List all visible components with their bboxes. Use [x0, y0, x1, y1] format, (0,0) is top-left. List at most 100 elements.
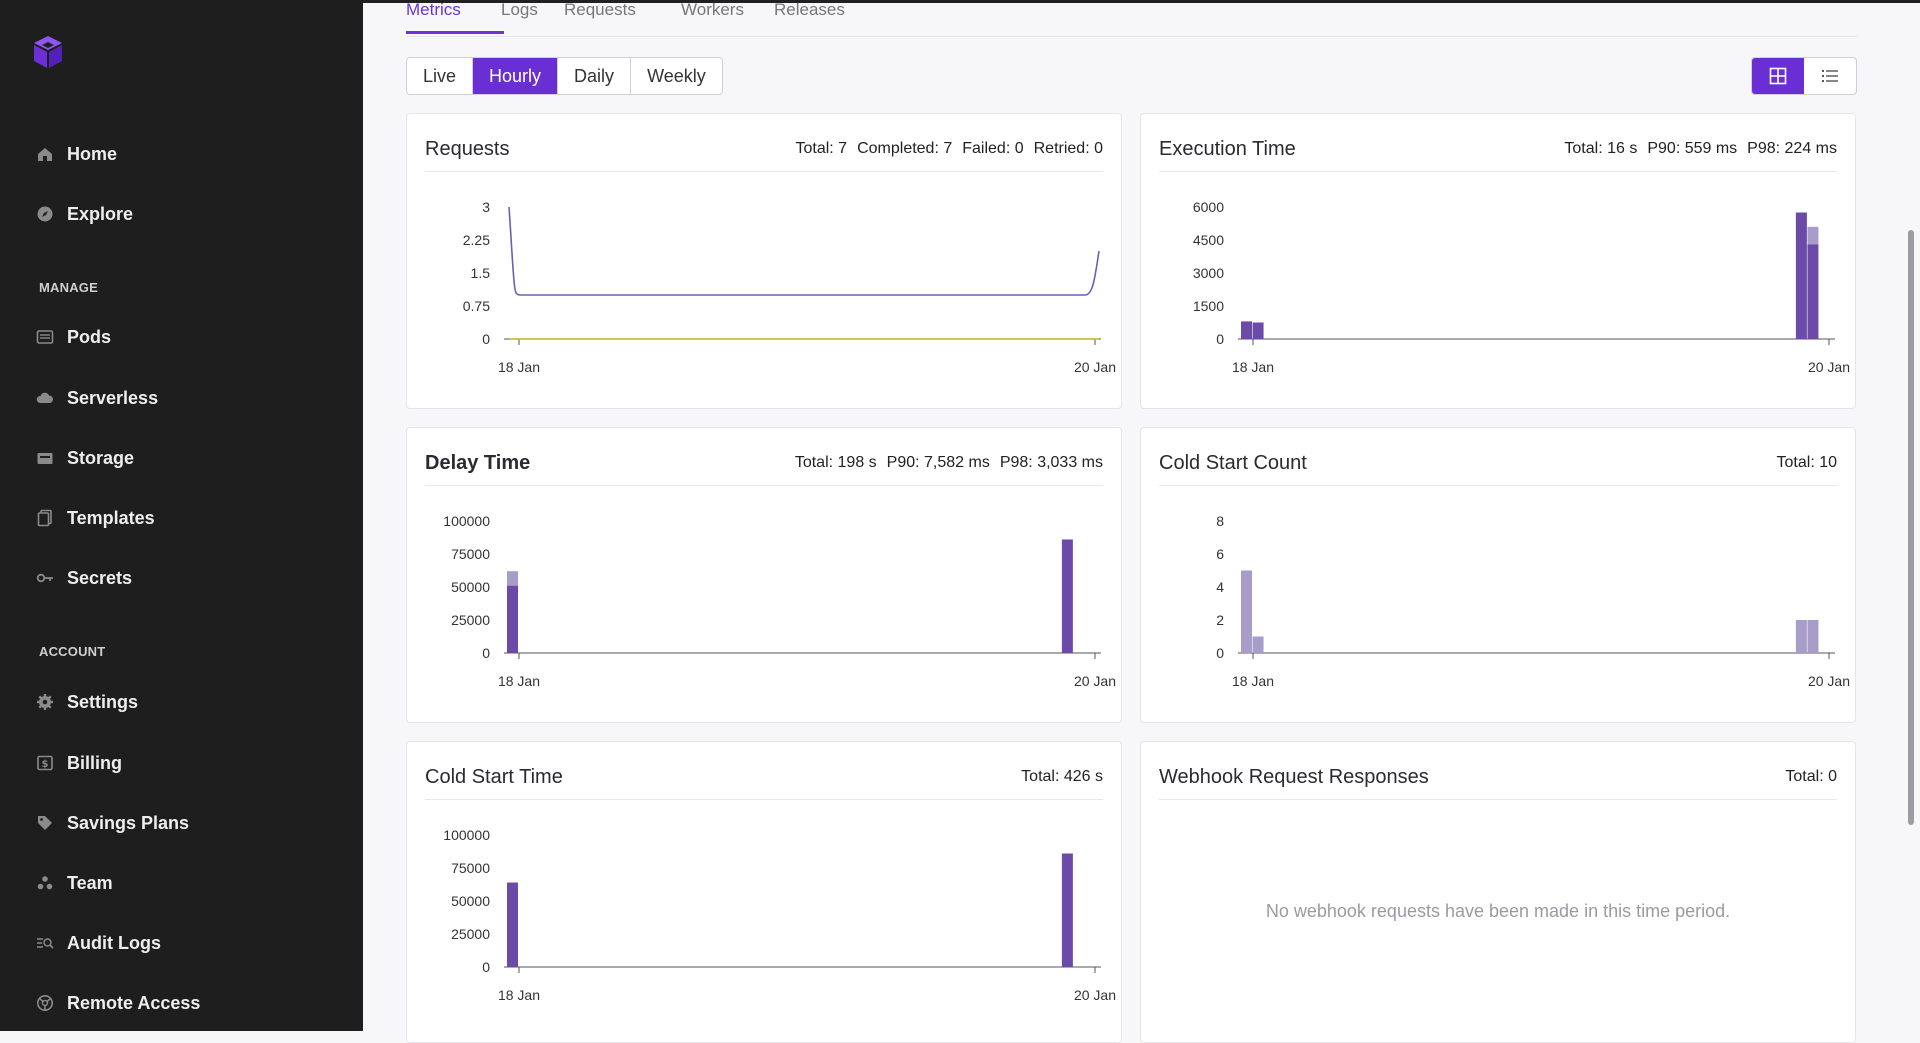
- sidebar-item-label: Savings Plans: [67, 812, 190, 833]
- sidebar-item-explore[interactable]: Explore: [35, 201, 133, 227]
- stat-value: Completed: 7: [857, 140, 953, 157]
- sidebar-item-label: Secrets: [67, 567, 133, 588]
- y-tick-label: 6: [1216, 546, 1224, 562]
- bar: [1807, 620, 1819, 653]
- sidebar-item-audit-logs[interactable]: Audit Logs: [35, 930, 161, 956]
- sidebar-item-label: Pods: [67, 326, 112, 347]
- y-tick-label: 100000: [443, 827, 490, 843]
- grid-view-icon[interactable]: [1752, 58, 1804, 94]
- bar: [1252, 636, 1264, 653]
- card-stats: Total: 16 s P90: 559 ms P98: 224 ms: [1554, 140, 1837, 158]
- cloud-icon: [35, 388, 55, 408]
- tab-releases[interactable]: Releases: [774, 0, 845, 19]
- y-tick-label: 0.75: [463, 298, 490, 314]
- stat-value: P98: 3,033 ms: [999, 454, 1103, 471]
- sidebar-item-label: Settings: [67, 691, 139, 712]
- execution-time-card: Execution Time Total: 16 s P90: 559 ms P98…: [1140, 113, 1856, 409]
- card-stats: Total: 426 s: [1011, 768, 1103, 786]
- y-tick-label: 2.25: [463, 232, 490, 248]
- sidebar-item-savings-plans[interactable]: Savings Plans: [35, 810, 189, 836]
- y-tick-label: 6000: [1193, 199, 1224, 215]
- sidebar-item-settings[interactable]: Settings: [35, 689, 138, 715]
- y-tick-label: 100000: [443, 513, 490, 529]
- y-tick-label: 2: [1216, 612, 1224, 628]
- tab-workers[interactable]: Workers: [681, 0, 744, 19]
- y-tick-label: 3000: [1193, 265, 1224, 281]
- y-tick-label: 0: [1216, 645, 1224, 661]
- divider: [1159, 171, 1837, 172]
- cold-start-time-card: Cold Start Time Total: 426 s 0 25000 50000…: [406, 741, 1122, 1043]
- x-tick-label: 18 Jan: [498, 673, 540, 689]
- sidebar-item-label: Explore: [67, 203, 134, 224]
- sidebar-item-label: Serverless: [67, 387, 159, 408]
- divider: [1159, 485, 1837, 486]
- remote-access-icon: [35, 993, 55, 1013]
- sidebar-item-serverless[interactable]: Serverless: [35, 385, 158, 411]
- bar: [1061, 539, 1073, 653]
- sidebar-item-secrets[interactable]: Secrets: [35, 565, 132, 591]
- sidebar-item-templates[interactable]: Templates: [35, 505, 155, 531]
- cube-logo-icon[interactable]: [32, 34, 64, 70]
- divider: [425, 485, 1103, 486]
- gear-icon: [35, 692, 55, 712]
- range-option-daily[interactable]: Daily: [558, 58, 632, 94]
- y-tick-label: 50000: [451, 579, 490, 595]
- list-view-icon[interactable]: [1804, 58, 1856, 94]
- stat-value: Total: 7: [795, 140, 848, 157]
- card-title: Cold Start Time: [425, 766, 563, 788]
- sidebar: Home Explore MANAGE Pods Serverless Storage Te…: [0, 0, 363, 1031]
- card-title: Delay Time: [425, 452, 531, 474]
- svg-text:$: $: [42, 759, 49, 770]
- sidebar-section-account: ACCOUNT: [39, 644, 106, 659]
- bar: [1795, 212, 1807, 339]
- y-tick-label: 8: [1216, 513, 1224, 529]
- sidebar-item-home[interactable]: Home: [35, 141, 117, 167]
- y-tick-label: 0: [1216, 331, 1224, 347]
- tab-metrics[interactable]: Metrics: [406, 0, 461, 19]
- home-icon: [35, 144, 55, 164]
- pods-icon: [35, 327, 55, 347]
- sidebar-item-label: Remote Access: [67, 992, 201, 1013]
- sidebar-item-storage[interactable]: Storage: [35, 445, 134, 471]
- cold-start-time-chart: 0 25000 50000 75000 100000 18 Jan 20 Jan: [443, 827, 1116, 1003]
- scrollbar[interactable]: [1908, 230, 1914, 825]
- storage-icon: [35, 448, 55, 468]
- y-tick-label: 1500: [1193, 298, 1224, 314]
- sidebar-item-remote-access[interactable]: Remote Access: [35, 990, 200, 1016]
- tab-requests[interactable]: Requests: [564, 0, 636, 19]
- key-icon: [35, 568, 55, 588]
- x-tick-label: 20 Jan: [1808, 359, 1850, 375]
- stat-value: P90: 7,582 ms: [886, 454, 990, 471]
- card-title: Webhook Request Responses: [1159, 766, 1429, 788]
- y-tick-label: 0: [482, 331, 490, 347]
- range-option-live[interactable]: Live: [407, 58, 474, 94]
- sidebar-item-team[interactable]: Team: [35, 870, 113, 896]
- sidebar-item-label: Audit Logs: [67, 932, 161, 953]
- stat-value: P98: 224 ms: [1747, 140, 1837, 157]
- bar: [1061, 853, 1073, 967]
- tab-logs[interactable]: Logs: [501, 0, 538, 19]
- bar: [507, 585, 518, 653]
- main-content: Metrics Logs Requests Workers Releases Live H…: [363, 0, 1920, 1043]
- sidebar-item-billing[interactable]: $ Billing: [35, 750, 122, 776]
- sidebar-item-label: Storage: [67, 447, 135, 468]
- bar: [1241, 321, 1252, 339]
- stat-value: Total: 0: [1785, 768, 1837, 785]
- divider: [425, 171, 1103, 172]
- y-tick-label: 50000: [451, 893, 490, 909]
- card-title: Execution Time: [1159, 138, 1296, 160]
- bar: [1252, 322, 1264, 339]
- card-stats: Total: 0: [1775, 768, 1837, 786]
- x-tick-label: 20 Jan: [1074, 673, 1116, 689]
- sidebar-item-pods[interactable]: Pods: [35, 324, 111, 350]
- stat-value: P90: 559 ms: [1647, 140, 1738, 157]
- x-tick-label: 20 Jan: [1808, 673, 1850, 689]
- delay-time-chart: 0 25000 50000 75000 100000 18 Jan 20 Jan: [443, 513, 1116, 689]
- bar: [1241, 570, 1252, 653]
- range-option-hourly[interactable]: Hourly: [473, 58, 559, 94]
- sidebar-item-label: Templates: [67, 507, 155, 528]
- y-tick-label: 4: [1216, 579, 1224, 595]
- team-icon: [35, 873, 55, 893]
- compass-icon: [35, 204, 55, 224]
- range-option-weekly[interactable]: Weekly: [647, 66, 706, 86]
